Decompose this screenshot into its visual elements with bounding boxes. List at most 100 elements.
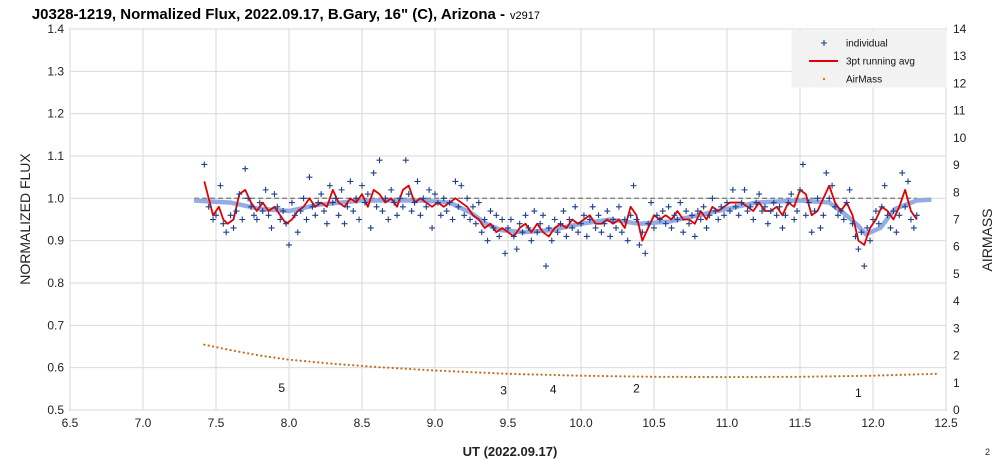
- y2-tick-label: 4: [953, 294, 960, 308]
- x-axis-label: UT (2022.09.17): [463, 444, 558, 459]
- x-tick-label: 12.0: [861, 416, 885, 430]
- legend-marker-airmass: [823, 78, 825, 80]
- airmass-point: [514, 373, 516, 375]
- airmass-point: [492, 372, 494, 374]
- airmass-point: [724, 376, 726, 378]
- airmass-point: [900, 374, 902, 376]
- airmass-point: [917, 373, 919, 375]
- airmass-point: [834, 375, 836, 377]
- airmass-point: [413, 368, 415, 370]
- airmass-point: [632, 375, 634, 377]
- airmass-point: [935, 373, 937, 375]
- y2-tick-label: 11: [953, 104, 966, 118]
- airmass-point: [781, 376, 783, 378]
- airmass-point: [716, 376, 718, 378]
- airmass-point: [225, 348, 227, 350]
- airmass-point: [803, 376, 805, 378]
- annotation-label: 4: [550, 382, 557, 396]
- airmass-point: [243, 351, 245, 353]
- airmass-point: [370, 365, 372, 367]
- airmass-point: [392, 367, 394, 369]
- airmass-point: [300, 360, 302, 362]
- airmass-point: [580, 375, 582, 377]
- y2-tick-label: 13: [953, 49, 967, 63]
- airmass-point: [462, 371, 464, 373]
- airmass-point: [882, 374, 884, 376]
- airmass-point: [282, 358, 284, 360]
- airmass-point: [926, 373, 928, 375]
- annotation-label: 1: [855, 386, 862, 400]
- airmass-point: [847, 375, 849, 377]
- y-tick-label: 0.6: [47, 361, 64, 375]
- airmass-point: [317, 361, 319, 363]
- airmass-point: [891, 374, 893, 376]
- airmass-point: [558, 374, 560, 376]
- airmass-point: [619, 375, 621, 377]
- airmass-point: [624, 375, 626, 377]
- airmass-point: [773, 376, 775, 378]
- airmass-point: [453, 370, 455, 372]
- airmass-point: [576, 374, 578, 376]
- airmass-point: [431, 369, 433, 371]
- airmass-point: [812, 376, 814, 378]
- x-tick-label: 8.0: [281, 416, 298, 430]
- airmass-point: [295, 359, 297, 361]
- airmass-point: [208, 344, 210, 346]
- airmass-point: [654, 376, 656, 378]
- airmass-point: [759, 376, 761, 378]
- airmass-point: [374, 366, 376, 368]
- x-tick-label: 10.0: [569, 416, 593, 430]
- airmass-point: [689, 376, 691, 378]
- airmass-point: [449, 370, 451, 372]
- legend-label: AirMass: [846, 75, 882, 86]
- x-tick-label: 8.5: [354, 416, 371, 430]
- legend-label: 3pt running avg: [846, 57, 915, 68]
- airmass-point: [751, 376, 753, 378]
- airmass-point: [308, 360, 310, 362]
- y2-tick-label: 8: [953, 185, 960, 199]
- airmass-point: [562, 374, 564, 376]
- annotation-label: 3: [500, 383, 507, 397]
- chart-title: J0328-1219, Normalized Flux, 2022.09.17,…: [32, 6, 540, 23]
- airmass-point: [470, 371, 472, 373]
- airmass-point: [352, 364, 354, 366]
- airmass-point: [330, 362, 332, 364]
- airmass-point: [694, 376, 696, 378]
- airmass-point: [278, 357, 280, 359]
- y-tick-label: 1.1: [47, 149, 64, 163]
- airmass-point: [387, 367, 389, 369]
- airmass-point: [348, 364, 350, 366]
- airmass-point: [663, 376, 665, 378]
- y-tick-label: 0.8: [47, 276, 64, 290]
- y2-tick-label: 12: [953, 76, 967, 90]
- airmass-point: [668, 376, 670, 378]
- airmass-point: [251, 353, 253, 355]
- airmass-point: [554, 374, 556, 376]
- airmass-point: [795, 376, 797, 378]
- airmass-point: [755, 376, 757, 378]
- airmass-point: [856, 375, 858, 377]
- airmass-point: [343, 364, 345, 366]
- airmass-point: [523, 373, 525, 375]
- airmass-point: [913, 373, 915, 375]
- airmass-point: [291, 359, 293, 361]
- airmass-point: [326, 362, 328, 364]
- airmass-point: [672, 376, 674, 378]
- airmass-point: [650, 376, 652, 378]
- airmass-point: [904, 374, 906, 376]
- airmass-point: [532, 373, 534, 375]
- airmass-point: [589, 375, 591, 377]
- x-tick-label: 12.5: [934, 416, 958, 430]
- annotation-label: 5: [278, 381, 285, 395]
- airmass-point: [869, 375, 871, 377]
- airmass-point: [825, 375, 827, 377]
- airmass-point: [221, 347, 223, 349]
- airmass-point: [567, 374, 569, 376]
- airmass-point: [505, 373, 507, 375]
- airmass-point: [659, 376, 661, 378]
- airmass-point: [383, 366, 385, 368]
- airmass-point: [549, 374, 551, 376]
- y2-axis-label: AIRMASS: [979, 208, 995, 271]
- y-tick-label: 1.3: [47, 64, 64, 78]
- airmass-point: [887, 374, 889, 376]
